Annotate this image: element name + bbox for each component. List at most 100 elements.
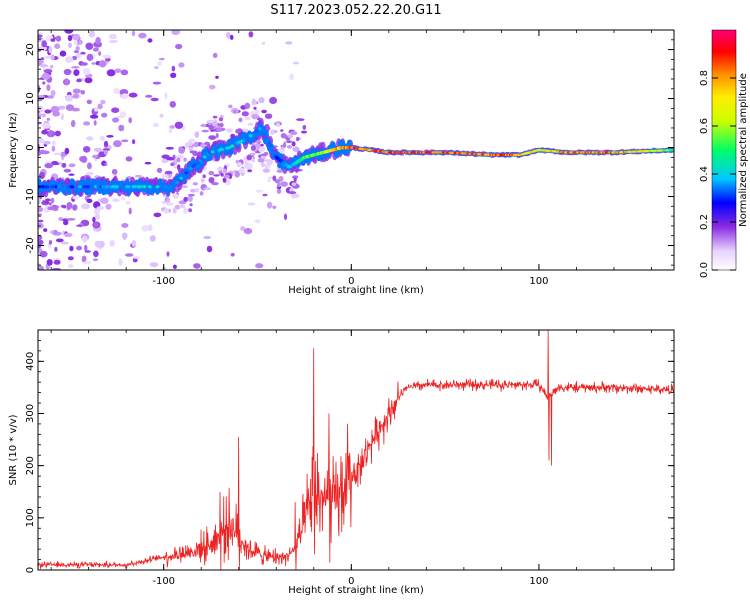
speckle-point bbox=[296, 136, 300, 142]
ridge-core bbox=[219, 147, 224, 152]
speckle-point bbox=[277, 182, 281, 188]
speckle-point bbox=[38, 234, 42, 242]
speckle-point bbox=[43, 140, 51, 145]
speckle-point bbox=[94, 240, 102, 248]
speckle-point bbox=[145, 94, 153, 98]
speckle-point bbox=[249, 152, 256, 156]
speckle-point bbox=[49, 65, 54, 69]
ridge-core bbox=[89, 185, 94, 189]
speckle-point bbox=[87, 162, 92, 170]
speckle-point bbox=[164, 170, 173, 175]
ridge-mid bbox=[98, 179, 104, 187]
speckle-point bbox=[194, 131, 200, 138]
speckle-point bbox=[202, 174, 206, 178]
speckle-point bbox=[64, 30, 74, 34]
speckle-point bbox=[276, 122, 281, 128]
speckle-point bbox=[147, 38, 153, 43]
colorbar-tick-label: 0.2 bbox=[699, 214, 710, 230]
ridge-mid bbox=[207, 154, 213, 162]
speckle-point bbox=[48, 202, 52, 206]
speckle-point bbox=[38, 137, 44, 144]
speckle-point bbox=[72, 88, 81, 94]
spectrogram-frame bbox=[37, 29, 675, 271]
speckle-point bbox=[218, 117, 223, 122]
speckle-point bbox=[50, 54, 55, 61]
speckle-point bbox=[163, 208, 170, 214]
speckle-point bbox=[302, 124, 307, 130]
speckle-point bbox=[41, 150, 50, 155]
ridge-core bbox=[257, 127, 262, 131]
x-tick-label: 100 bbox=[529, 576, 548, 587]
speckle-point bbox=[247, 169, 253, 173]
speckle-point bbox=[41, 40, 47, 48]
ridge-core bbox=[265, 139, 270, 143]
speckle-point bbox=[229, 34, 234, 40]
speckle-point bbox=[158, 57, 165, 61]
speckle-point bbox=[211, 182, 219, 186]
speckle-point bbox=[64, 232, 73, 238]
speckle-point bbox=[262, 193, 268, 197]
speckle-point bbox=[219, 122, 224, 128]
speckle-point bbox=[138, 32, 147, 39]
speckle-point bbox=[53, 259, 61, 265]
speckle-point bbox=[244, 116, 251, 120]
speckle-point bbox=[260, 143, 264, 147]
speckle-point bbox=[42, 199, 46, 206]
speckle-point bbox=[51, 145, 56, 152]
speckle-point bbox=[60, 204, 66, 208]
speckle-point bbox=[215, 133, 219, 139]
speckle-point bbox=[80, 62, 88, 66]
speckle-point bbox=[118, 258, 123, 266]
speckle-point bbox=[102, 148, 111, 152]
speckle-point bbox=[103, 140, 109, 148]
speckle-point bbox=[192, 150, 198, 157]
speckle-point bbox=[38, 151, 41, 156]
speckle-point bbox=[63, 168, 72, 173]
speckle-point bbox=[82, 261, 92, 265]
speckle-point bbox=[301, 130, 307, 134]
speckle-point bbox=[68, 163, 76, 168]
speckle-point bbox=[121, 223, 129, 228]
speckle-point bbox=[94, 107, 99, 112]
speckle-point bbox=[178, 147, 185, 154]
speckle-point bbox=[164, 92, 168, 100]
y-tick-label: 200 bbox=[25, 456, 36, 475]
speckle-point bbox=[46, 84, 51, 91]
speckle-point bbox=[165, 146, 174, 150]
speckle-point bbox=[84, 244, 88, 252]
speckle-point bbox=[120, 69, 129, 76]
speckle-point bbox=[266, 201, 273, 209]
speckle-point bbox=[67, 256, 74, 261]
speckle-point bbox=[217, 166, 223, 172]
speckle-point bbox=[60, 241, 69, 245]
speckle-point bbox=[270, 129, 275, 136]
x-tick-label: 0 bbox=[348, 276, 354, 287]
speckle-point bbox=[58, 217, 63, 221]
speckle-point bbox=[111, 168, 118, 175]
speckle-point bbox=[243, 228, 253, 235]
speckle-point bbox=[149, 235, 156, 242]
ridge-mid bbox=[227, 138, 232, 146]
speckle-point bbox=[92, 154, 98, 159]
speckle-point bbox=[54, 43, 61, 49]
ridge-core bbox=[126, 185, 131, 189]
speckle-point bbox=[84, 250, 91, 253]
ridge-mid bbox=[261, 125, 267, 133]
speckle-point bbox=[121, 232, 128, 239]
speckle-point bbox=[170, 72, 177, 79]
y-tick-label: 400 bbox=[25, 352, 36, 371]
ridge-core bbox=[114, 185, 119, 189]
speckle-point bbox=[128, 117, 132, 124]
speckle-point bbox=[112, 117, 120, 123]
ridge-core bbox=[147, 185, 152, 189]
speckle-point bbox=[280, 129, 284, 132]
speckle-point bbox=[72, 204, 78, 211]
speckle-point bbox=[45, 198, 51, 202]
speckle-point bbox=[64, 78, 69, 86]
speckle-point bbox=[55, 238, 64, 243]
speckle-point bbox=[166, 251, 170, 257]
speckle-point bbox=[247, 202, 256, 206]
speckle-point bbox=[203, 187, 212, 191]
